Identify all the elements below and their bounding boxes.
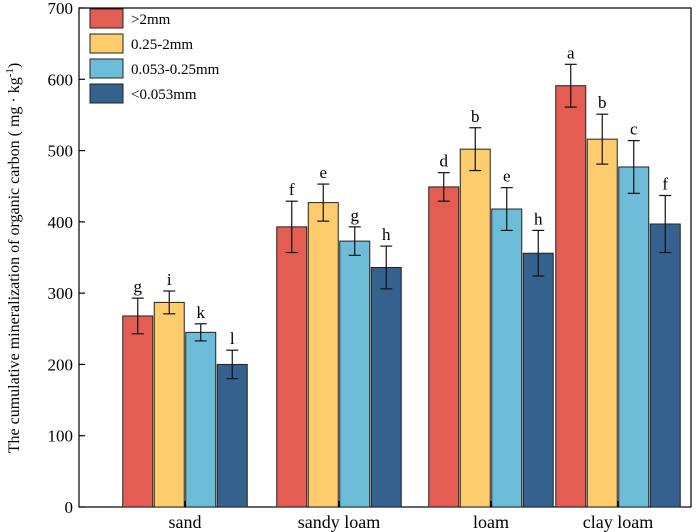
bar bbox=[618, 166, 650, 508]
y-tick-label: 400 bbox=[48, 213, 74, 232]
bar bbox=[185, 331, 217, 508]
y-tick-label: 500 bbox=[48, 142, 74, 161]
bar bbox=[649, 223, 681, 508]
y-axis-label-superscript: -1 bbox=[4, 68, 16, 77]
significance-label: f bbox=[662, 174, 668, 193]
x-tick-label: sand bbox=[169, 512, 202, 532]
significance-label: e bbox=[503, 167, 511, 186]
legend-swatch bbox=[89, 58, 124, 79]
bar bbox=[122, 315, 154, 508]
legend-swatch bbox=[89, 33, 124, 54]
x-tick-label: loam bbox=[473, 512, 509, 532]
significance-label: l bbox=[230, 329, 235, 348]
legend-swatch bbox=[89, 83, 124, 104]
x-tick-label: sandy loam bbox=[298, 512, 381, 532]
significance-label: f bbox=[289, 180, 295, 199]
significance-label: g bbox=[134, 277, 143, 296]
y-tick-label: 200 bbox=[48, 355, 74, 374]
bar bbox=[586, 138, 618, 508]
y-axis-label-main: The cumulative mineralization of organic… bbox=[6, 77, 23, 453]
y-tick-label: 600 bbox=[48, 70, 74, 89]
bar bbox=[491, 208, 523, 508]
bar bbox=[428, 186, 460, 508]
significance-label: h bbox=[382, 225, 391, 244]
bar bbox=[307, 202, 339, 508]
bar bbox=[216, 363, 248, 508]
significance-label: d bbox=[440, 152, 449, 171]
bar bbox=[370, 266, 402, 508]
y-tick-label: 700 bbox=[48, 0, 74, 18]
y-tick-label: 300 bbox=[48, 284, 74, 303]
bar bbox=[339, 240, 371, 508]
legend-swatch bbox=[89, 8, 124, 29]
bar bbox=[522, 252, 554, 508]
significance-label: k bbox=[197, 303, 206, 322]
significance-label: a bbox=[567, 43, 575, 62]
significance-label: b bbox=[471, 107, 480, 126]
significance-label: b bbox=[598, 93, 607, 112]
y-tick-label: 100 bbox=[48, 427, 74, 446]
bar bbox=[276, 226, 308, 508]
significance-label: i bbox=[167, 270, 172, 289]
significance-label: c bbox=[630, 120, 638, 139]
y-axis-label-close: ) bbox=[6, 63, 23, 68]
legend-label: >2mm bbox=[131, 12, 171, 28]
bar bbox=[459, 148, 491, 508]
legend-label: 0.25-2mm bbox=[131, 37, 193, 53]
legend-label: 0.053-0.25mm bbox=[131, 62, 220, 78]
significance-label: e bbox=[319, 163, 327, 182]
significance-label: h bbox=[534, 209, 543, 228]
bar bbox=[153, 301, 185, 508]
x-tick-label: clay loam bbox=[583, 512, 653, 532]
y-axis-label: The cumulative mineralization of organic… bbox=[4, 63, 23, 454]
legend-label: <0.053mm bbox=[131, 87, 197, 103]
bar bbox=[555, 85, 587, 508]
y-tick-label: 0 bbox=[65, 498, 74, 517]
significance-label: g bbox=[351, 206, 360, 225]
